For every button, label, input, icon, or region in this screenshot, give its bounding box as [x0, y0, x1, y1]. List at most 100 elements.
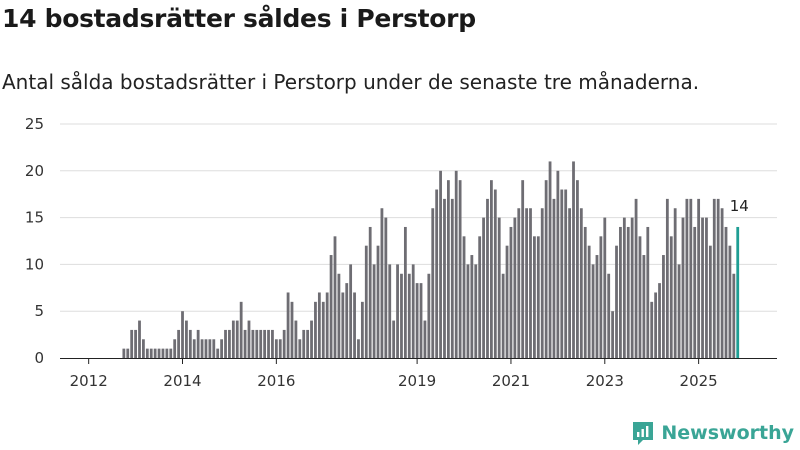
bar	[196, 329, 200, 358]
newsworthy-logo-icon	[633, 422, 654, 445]
bar	[529, 208, 532, 358]
bar	[216, 348, 220, 358]
bar	[450, 198, 454, 358]
bar	[411, 264, 415, 358]
bar	[693, 226, 697, 358]
bar	[329, 255, 333, 358]
chart-title: 14 bostadsrätter såldes i Perstorp	[2, 4, 476, 33]
bar	[208, 339, 212, 358]
bar	[407, 273, 411, 358]
bar	[443, 198, 446, 358]
bar	[278, 339, 282, 358]
bar	[337, 273, 341, 358]
bar	[388, 264, 392, 358]
bar	[517, 208, 521, 358]
x-tick-label: 2025	[680, 372, 718, 390]
bar	[607, 273, 611, 358]
bar	[689, 198, 693, 358]
x-tick-label: 2012	[70, 372, 108, 390]
bar	[669, 236, 673, 358]
x-tick-label: 2016	[257, 372, 295, 390]
bar	[583, 226, 587, 358]
bar	[243, 329, 247, 358]
bar	[341, 292, 345, 358]
bar	[611, 311, 615, 358]
bar	[482, 217, 485, 358]
bar	[392, 320, 396, 358]
bar	[728, 245, 732, 358]
bar	[384, 217, 388, 358]
bar	[536, 236, 540, 358]
bar	[470, 255, 474, 358]
bar	[685, 198, 689, 358]
bar	[400, 273, 403, 358]
bar	[701, 217, 704, 358]
bar	[630, 217, 634, 358]
bar	[177, 329, 180, 358]
bar	[654, 292, 658, 358]
bar	[431, 208, 435, 358]
bar	[204, 339, 208, 358]
bar	[622, 217, 626, 358]
bar	[673, 208, 677, 358]
bar	[306, 329, 310, 358]
bar	[486, 198, 489, 358]
x-tick-label: 2023	[586, 372, 624, 390]
bar	[697, 198, 701, 358]
y-tick-label: 20	[25, 162, 44, 180]
bar	[556, 170, 560, 358]
bar	[181, 311, 184, 358]
bar	[587, 245, 591, 358]
bar	[138, 320, 141, 358]
bar	[349, 264, 353, 358]
bar	[591, 264, 595, 358]
bar	[259, 329, 263, 358]
bar	[220, 339, 224, 358]
bar	[619, 226, 622, 358]
bar	[509, 226, 513, 358]
bar	[658, 283, 661, 358]
brand-logo: Newsworthy	[631, 420, 794, 446]
bar	[153, 348, 157, 358]
bar	[235, 320, 239, 358]
bar	[142, 339, 145, 358]
bar	[228, 329, 231, 358]
bar	[165, 348, 169, 358]
bar	[505, 245, 509, 358]
bar	[267, 329, 270, 358]
bar	[224, 329, 227, 358]
bar	[353, 292, 356, 358]
bar	[708, 245, 712, 358]
bar	[568, 208, 571, 358]
bar	[282, 329, 286, 358]
bar	[525, 208, 528, 358]
bar	[513, 217, 517, 358]
bar	[705, 217, 708, 358]
bar	[239, 301, 243, 358]
y-tick-label: 10	[25, 255, 44, 273]
bar	[345, 283, 349, 358]
bar	[251, 329, 255, 358]
bar	[712, 198, 716, 358]
bar	[462, 236, 466, 358]
bar	[376, 245, 380, 358]
x-tick-label: 2019	[398, 372, 436, 390]
y-tick-label: 0	[34, 349, 44, 367]
bar	[200, 339, 204, 358]
bar	[231, 320, 235, 358]
bar	[372, 264, 376, 358]
bar	[490, 180, 493, 358]
bar	[185, 320, 188, 358]
bar	[255, 329, 259, 358]
bar	[454, 170, 458, 358]
bar	[732, 273, 736, 358]
bar	[544, 180, 548, 358]
bar	[521, 180, 525, 358]
bar	[380, 208, 384, 358]
bar	[263, 329, 267, 358]
x-tick-label: 2014	[163, 372, 201, 390]
bar	[681, 217, 685, 358]
bar	[325, 292, 329, 358]
bar	[290, 301, 294, 358]
bar	[478, 236, 482, 358]
